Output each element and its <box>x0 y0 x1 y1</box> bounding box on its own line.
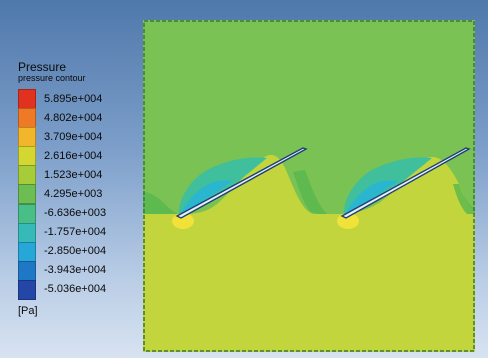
colorbar-tick-label: 1.523e+004 <box>44 168 103 181</box>
low-pressure-core-2 <box>346 180 398 214</box>
colorbar-tick-label: -1.757e+004 <box>44 226 107 239</box>
colorbar-swatch <box>18 279 36 300</box>
legend-unit-label: [Pa] <box>18 305 38 317</box>
legend-subtitle: pressure contour <box>18 73 86 83</box>
blade-1 <box>175 147 308 219</box>
colorbar-tick-label: 3.709e+004 <box>44 130 103 143</box>
colorbar-swatch <box>18 89 36 109</box>
domain-border <box>143 20 475 352</box>
low-pressure-core-1 <box>181 180 233 214</box>
colorbar-tick-label: 5.895e+004 <box>44 92 103 105</box>
colorbar-swatch <box>18 203 36 224</box>
colorbar-swatch <box>18 146 36 167</box>
colorbar-tick-label: -2.850e+004 <box>44 245 107 258</box>
contour-plot-area <box>143 20 475 352</box>
colorbar <box>18 89 36 300</box>
colorbar-swatch <box>18 222 36 243</box>
colorbar-swatch <box>18 184 36 205</box>
legend-title: Pressure <box>18 60 67 74</box>
colorbar-swatch <box>18 127 36 148</box>
colorbar-tick-label: -5.036e+004 <box>44 283 107 296</box>
colorbar-swatch <box>18 241 36 262</box>
colorbar-swatch <box>18 260 36 281</box>
interface-band <box>143 170 475 214</box>
colorbar-swatch <box>18 165 36 186</box>
colorbar-tick-label: -6.636e+003 <box>44 207 107 220</box>
blade-2 <box>340 147 471 219</box>
colorbar-tick-label: 2.616e+004 <box>44 149 103 162</box>
colorbar-swatch <box>18 108 36 129</box>
contour-plot-svg <box>143 20 475 352</box>
colorbar-tick-label: 4.802e+004 <box>44 111 103 124</box>
colorbar-tick-label: -3.943e+004 <box>44 264 107 277</box>
colorbar-tick-label: 4.295e+003 <box>44 188 103 200</box>
